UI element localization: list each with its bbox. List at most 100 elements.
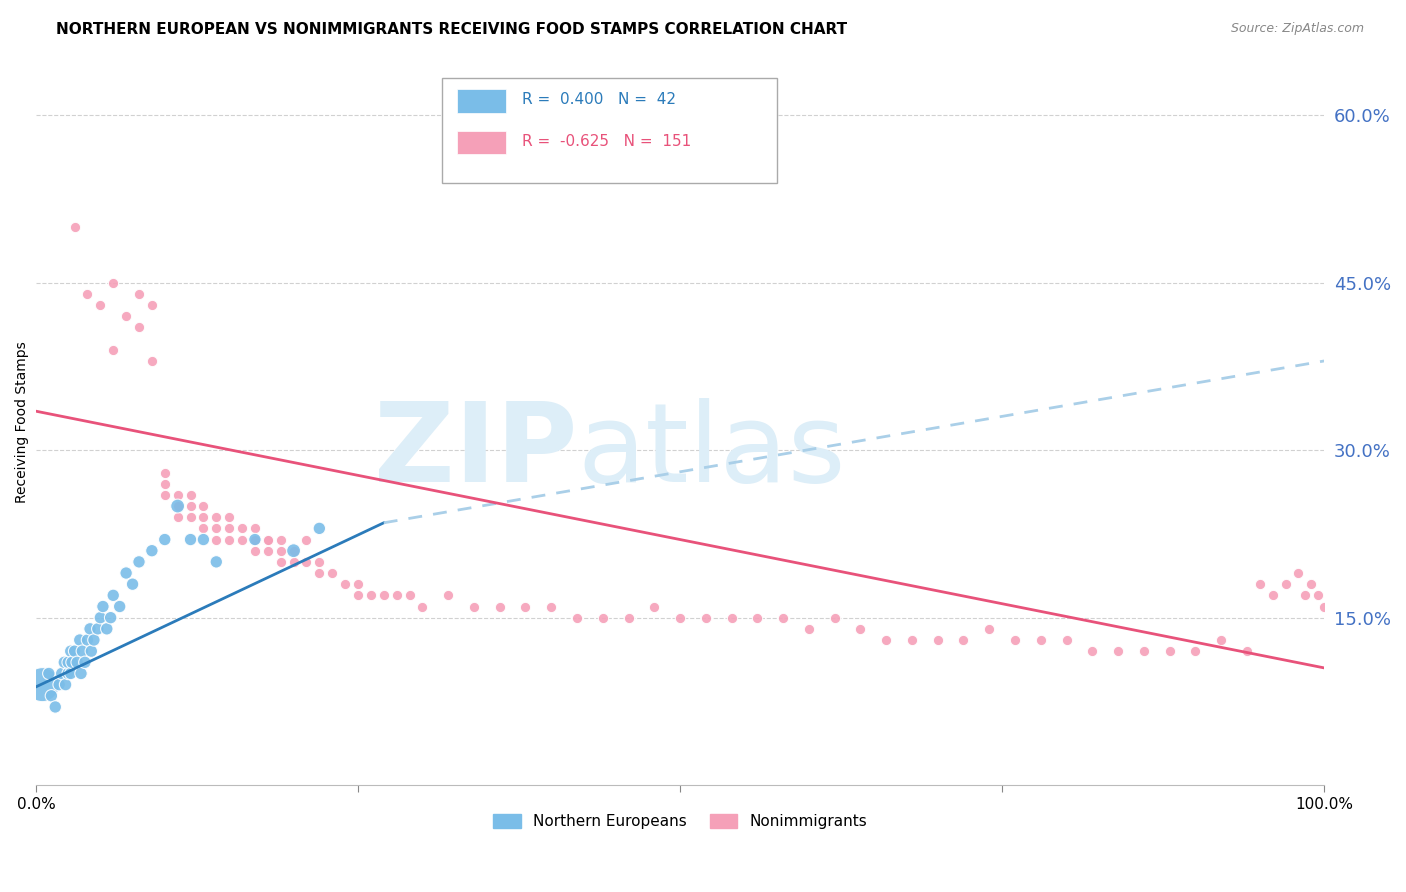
Point xyxy=(283,543,305,558)
Point xyxy=(1306,588,1329,602)
Point xyxy=(308,521,330,535)
Point xyxy=(73,656,96,670)
Point xyxy=(1029,632,1052,647)
Text: R =  0.400   N =  42: R = 0.400 N = 42 xyxy=(522,92,676,107)
Point xyxy=(256,533,278,547)
Point xyxy=(243,533,266,547)
Point xyxy=(153,488,176,502)
Point xyxy=(141,543,163,558)
Point xyxy=(1159,644,1181,658)
Point xyxy=(720,610,742,624)
Point xyxy=(1133,644,1156,658)
Point xyxy=(515,599,537,614)
Point xyxy=(373,588,395,602)
Point xyxy=(76,287,98,301)
Point xyxy=(797,622,820,636)
Point xyxy=(243,521,266,535)
Point xyxy=(243,533,266,547)
Point xyxy=(55,678,77,692)
Point xyxy=(56,666,79,681)
Point xyxy=(1249,577,1271,591)
Point xyxy=(76,632,98,647)
Point xyxy=(875,632,897,647)
Point xyxy=(128,555,150,569)
Text: R =  -0.625   N =  151: R = -0.625 N = 151 xyxy=(522,134,690,149)
Point xyxy=(772,610,794,624)
Point xyxy=(205,533,228,547)
Point xyxy=(180,510,202,524)
Point xyxy=(128,320,150,334)
Point xyxy=(166,499,188,513)
FancyBboxPatch shape xyxy=(457,89,506,112)
Point xyxy=(79,622,101,636)
Point xyxy=(540,599,562,614)
Point xyxy=(283,543,305,558)
Point xyxy=(256,543,278,558)
Point xyxy=(141,354,163,368)
Point xyxy=(979,622,1001,636)
Point xyxy=(1209,632,1232,647)
Point xyxy=(231,521,253,535)
Point xyxy=(1294,588,1316,602)
Point xyxy=(1313,599,1336,614)
Point xyxy=(128,287,150,301)
Point xyxy=(565,610,588,624)
Point xyxy=(166,499,188,513)
Point xyxy=(193,499,215,513)
Point xyxy=(193,533,215,547)
Point xyxy=(1184,644,1206,658)
Point xyxy=(849,622,872,636)
Point xyxy=(952,632,974,647)
Point xyxy=(463,599,485,614)
Point xyxy=(695,610,717,624)
Point xyxy=(321,566,343,580)
Point xyxy=(295,533,318,547)
Point xyxy=(205,555,228,569)
Point xyxy=(218,533,240,547)
Point xyxy=(121,577,143,591)
Point xyxy=(1081,644,1104,658)
FancyBboxPatch shape xyxy=(441,78,776,183)
Point xyxy=(270,533,292,547)
Point xyxy=(1286,566,1309,580)
Legend: Northern Europeans, Nonimmigrants: Northern Europeans, Nonimmigrants xyxy=(486,808,873,836)
Point xyxy=(69,632,91,647)
Point xyxy=(72,644,94,658)
Point xyxy=(103,588,125,602)
Point xyxy=(193,521,215,535)
Point xyxy=(70,666,93,681)
Point xyxy=(411,599,433,614)
Point xyxy=(1004,632,1026,647)
Point xyxy=(31,678,53,692)
Point xyxy=(1056,632,1078,647)
Point xyxy=(347,588,370,602)
Point xyxy=(103,276,125,290)
Point xyxy=(1236,644,1258,658)
Point xyxy=(347,577,370,591)
Point xyxy=(308,566,330,580)
Point xyxy=(1261,588,1284,602)
Point xyxy=(437,588,460,602)
Point xyxy=(218,510,240,524)
Point xyxy=(63,644,86,658)
Point xyxy=(41,689,63,703)
Point xyxy=(91,599,114,614)
Point xyxy=(141,298,163,312)
Point xyxy=(1301,577,1323,591)
Point xyxy=(48,678,70,692)
Point xyxy=(59,644,82,658)
Point xyxy=(166,510,188,524)
Point xyxy=(218,521,240,535)
Text: atlas: atlas xyxy=(576,398,845,505)
Point xyxy=(398,588,420,602)
Point xyxy=(270,555,292,569)
Point xyxy=(38,666,60,681)
Point xyxy=(243,543,266,558)
Point xyxy=(385,588,408,602)
Point xyxy=(56,656,79,670)
Point xyxy=(89,610,111,624)
Point xyxy=(231,533,253,547)
Point xyxy=(51,666,73,681)
Point xyxy=(44,700,66,714)
Point xyxy=(1107,644,1129,658)
